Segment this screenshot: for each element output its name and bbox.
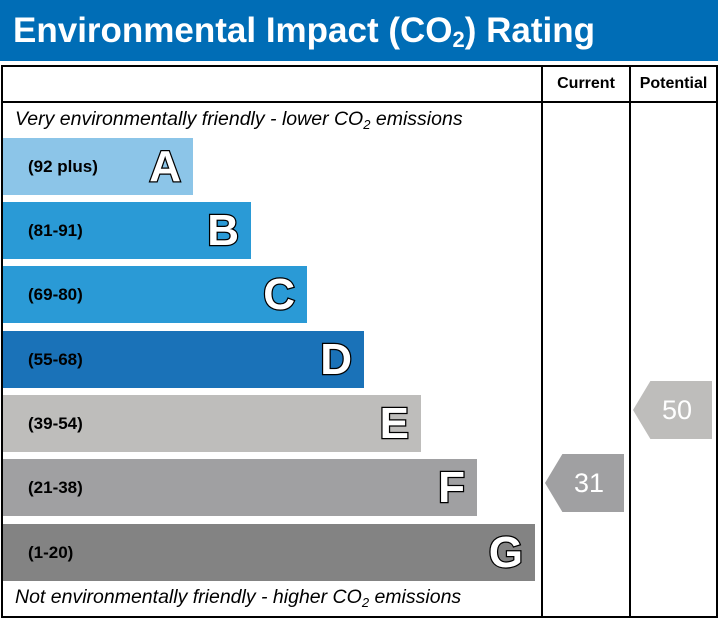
column-divider <box>541 65 543 618</box>
header-divider <box>1 101 718 103</box>
band-range: (21-38) <box>28 478 83 497</box>
title-subscript: 2 <box>452 27 465 52</box>
band-range: (55-68) <box>28 350 83 369</box>
band-e: (39-54) E <box>3 395 421 452</box>
bottom-note: Not environmentally friendly - higher CO… <box>15 586 461 610</box>
band-range: (69-80) <box>28 285 83 304</box>
band-range: (39-54) <box>28 414 83 433</box>
current-rating-arrow: 31 <box>545 454 624 512</box>
top-note-subscript: 2 <box>363 117 371 132</box>
top-note-text: Very environmentally friendly - lower CO <box>15 108 364 130</box>
band-range: (92 plus) <box>28 157 98 176</box>
band-letter: E <box>378 398 410 450</box>
bottom-note-text: Not environmentally friendly - higher CO <box>15 586 362 608</box>
top-note-suffix: emissions <box>370 108 463 130</box>
band-d: (55-68) D <box>3 331 364 388</box>
potential-column-header: Potential <box>639 75 708 92</box>
band-c: (69-80) C <box>3 266 307 323</box>
potential-rating-arrow: 50 <box>633 381 712 439</box>
page-title: Environmental Impact (CO2) Rating <box>0 0 718 61</box>
top-note: Very environmentally friendly - lower CO… <box>15 108 463 132</box>
title-text: Environmental Impact (CO <box>13 11 453 50</box>
band-letter: C <box>262 269 296 321</box>
band-f: (21-38) F <box>3 459 477 516</box>
rating-table <box>1 65 718 618</box>
band-range: (1-20) <box>28 543 74 562</box>
bottom-note-subscript: 2 <box>361 595 370 610</box>
title-suffix: ) Rating <box>464 11 596 50</box>
band-letter: D <box>319 334 353 386</box>
bottom-note-suffix: emissions <box>369 586 462 608</box>
band-letter: G <box>488 527 525 579</box>
band-letter: F <box>437 462 466 514</box>
current-column-header: Current <box>557 75 615 92</box>
band-letter: B <box>206 205 240 257</box>
column-divider <box>629 65 631 618</box>
band-g: (1-20) G <box>3 524 535 581</box>
band-a: (92 plus) A <box>3 138 193 195</box>
band-letter: A <box>148 141 182 193</box>
band-b: (81-91) B <box>3 202 251 259</box>
band-range: (81-91) <box>28 221 83 240</box>
